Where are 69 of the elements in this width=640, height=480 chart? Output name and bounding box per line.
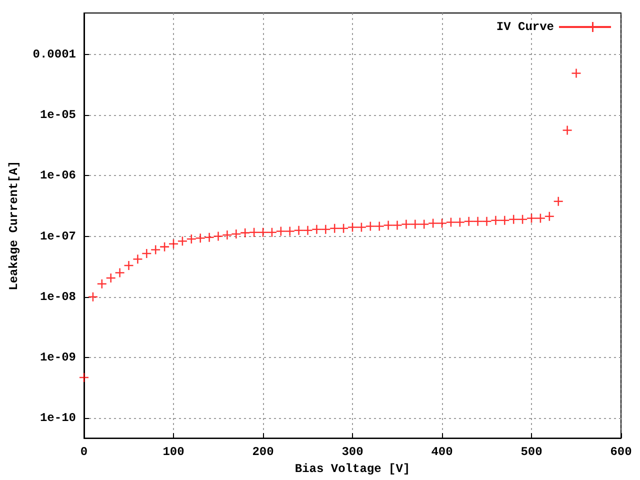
point bbox=[321, 224, 330, 234]
point bbox=[562, 126, 572, 135]
y-tick-label: 0.0001 bbox=[32, 47, 76, 62]
point bbox=[464, 216, 474, 226]
point bbox=[267, 228, 276, 237]
x-axis-title: Bias Voltage [V] bbox=[294, 462, 410, 476]
y-axis-title: Leakage Current[A] bbox=[7, 160, 21, 290]
point bbox=[294, 226, 304, 235]
point bbox=[366, 222, 375, 231]
point bbox=[250, 228, 259, 237]
point bbox=[160, 242, 170, 252]
y-tick-label: 1e-08 bbox=[40, 290, 76, 304]
point bbox=[285, 226, 294, 236]
point bbox=[240, 228, 250, 238]
point bbox=[312, 224, 322, 234]
point bbox=[527, 214, 536, 223]
y-tick-label: 1e-09 bbox=[40, 350, 76, 365]
legend-label: IV Curve bbox=[496, 20, 554, 34]
point bbox=[330, 224, 340, 233]
point bbox=[204, 232, 214, 242]
x-tick-label: 600 bbox=[610, 445, 632, 460]
y-tick-label: 1e-05 bbox=[40, 108, 76, 122]
point bbox=[491, 216, 500, 225]
point bbox=[178, 236, 187, 246]
point bbox=[196, 234, 205, 243]
y-tick-label: 1e-06 bbox=[40, 168, 76, 183]
point bbox=[169, 239, 178, 248]
point bbox=[455, 218, 464, 227]
point bbox=[518, 214, 528, 224]
point bbox=[303, 226, 312, 235]
x-tick-label: 100 bbox=[162, 445, 184, 460]
point bbox=[124, 260, 134, 270]
point bbox=[106, 274, 116, 283]
x-tick-label: 200 bbox=[252, 445, 274, 460]
x-tick-label: 0 bbox=[80, 445, 88, 460]
point bbox=[339, 224, 348, 233]
point bbox=[151, 245, 160, 254]
y-tick-label: 1e-10 bbox=[40, 411, 76, 426]
point bbox=[438, 218, 446, 228]
point bbox=[446, 218, 456, 227]
point bbox=[482, 216, 492, 226]
point bbox=[115, 268, 124, 278]
x-tick-label: 400 bbox=[431, 445, 453, 460]
point bbox=[133, 254, 142, 264]
point bbox=[420, 220, 429, 229]
point bbox=[509, 214, 518, 224]
point bbox=[428, 218, 438, 228]
x-tick-label: 300 bbox=[342, 445, 364, 460]
point bbox=[374, 222, 384, 231]
point bbox=[142, 248, 152, 258]
x-tick-label: 500 bbox=[520, 445, 542, 460]
point bbox=[356, 222, 366, 232]
point bbox=[348, 222, 357, 232]
point bbox=[392, 220, 402, 230]
point bbox=[258, 228, 268, 237]
point bbox=[276, 226, 286, 236]
point bbox=[214, 232, 223, 241]
point bbox=[222, 230, 232, 240]
point bbox=[402, 220, 411, 229]
point bbox=[544, 212, 554, 221]
point bbox=[572, 68, 581, 78]
point bbox=[473, 216, 482, 226]
y-tick-label: 1e-07 bbox=[40, 229, 76, 244]
point bbox=[232, 229, 241, 238]
point bbox=[554, 196, 563, 206]
point bbox=[410, 220, 420, 229]
point bbox=[384, 220, 393, 230]
point bbox=[536, 214, 545, 223]
point bbox=[500, 216, 510, 225]
